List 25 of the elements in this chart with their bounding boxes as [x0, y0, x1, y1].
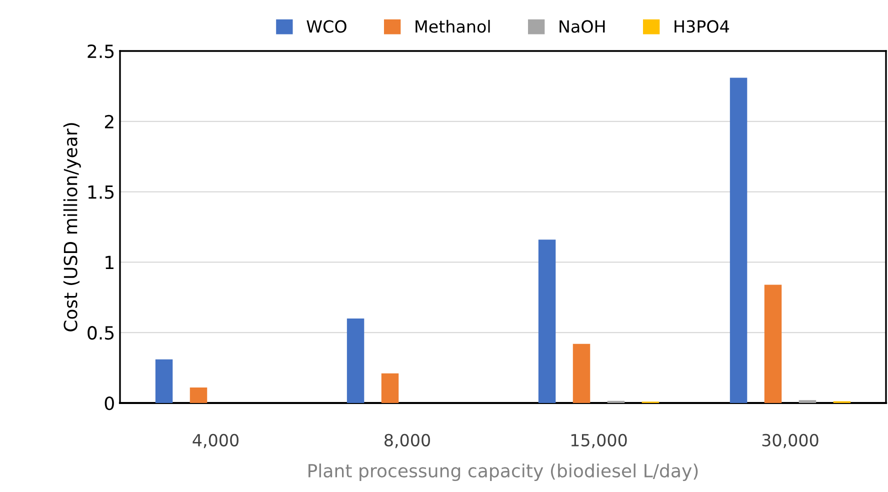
legend-label: H3PO4 — [674, 20, 729, 33]
bar — [381, 373, 399, 403]
bar — [764, 284, 782, 403]
bar — [730, 78, 748, 403]
bar — [155, 359, 173, 403]
legend-label: WCO — [306, 20, 346, 33]
bar — [190, 388, 208, 403]
y-tick-label: 0 — [104, 396, 114, 410]
y-tick-label: 2 — [104, 114, 114, 128]
y-axis-title: Cost (USD million/year) — [63, 123, 81, 332]
x-tick-label: 15,000 — [571, 434, 627, 448]
bar — [346, 318, 364, 403]
y-tick-label: 0.5 — [88, 326, 114, 340]
x-tick-label: 4,000 — [192, 434, 238, 448]
x-tick-label: 30,000 — [762, 434, 818, 448]
x-tick-label: 8,000 — [384, 434, 430, 448]
y-tick-label: 1 — [106, 256, 114, 270]
bar — [572, 344, 590, 403]
bar — [798, 400, 816, 403]
bar — [538, 240, 556, 403]
legend-label: NaOH — [560, 20, 605, 33]
y-tick-label: 2.5 — [88, 44, 114, 58]
legend-label: Methanol — [416, 20, 490, 33]
x-axis-title: Plant processung capacity (biodiesel L/day) — [308, 464, 698, 482]
y-tick-label: 1.5 — [88, 185, 114, 199]
